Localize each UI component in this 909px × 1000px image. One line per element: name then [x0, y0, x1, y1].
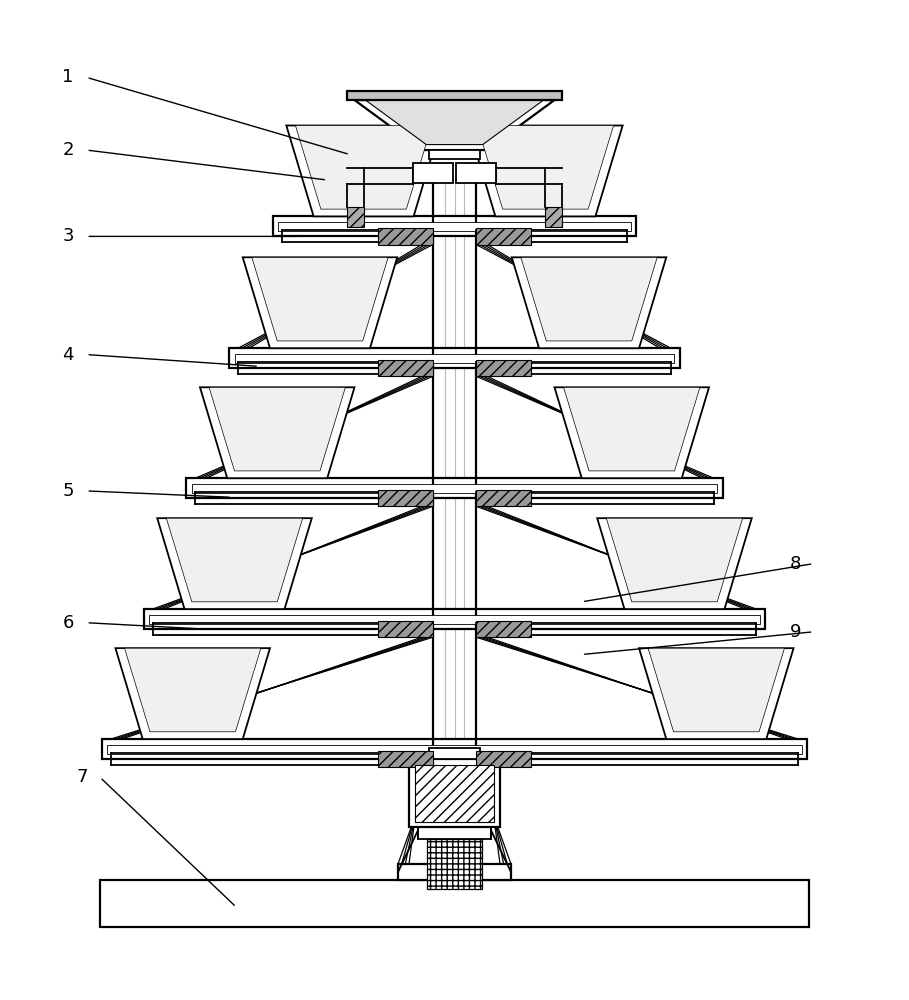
- Bar: [545, 207, 562, 227]
- Polygon shape: [477, 125, 614, 209]
- Bar: [413, 163, 453, 183]
- Bar: [144, 609, 765, 629]
- Text: 5: 5: [63, 482, 74, 500]
- Text: 2: 2: [63, 141, 74, 159]
- Bar: [186, 478, 723, 498]
- Bar: [192, 484, 717, 493]
- Bar: [476, 751, 531, 767]
- Polygon shape: [252, 257, 388, 341]
- Polygon shape: [648, 648, 784, 732]
- Bar: [476, 360, 531, 376]
- Bar: [398, 864, 511, 880]
- Bar: [378, 490, 433, 506]
- Bar: [347, 91, 562, 100]
- Polygon shape: [554, 387, 709, 478]
- Bar: [273, 216, 636, 236]
- Polygon shape: [512, 257, 666, 348]
- Polygon shape: [295, 125, 432, 209]
- Polygon shape: [125, 648, 261, 732]
- Text: 9: 9: [790, 623, 801, 641]
- Bar: [149, 615, 760, 624]
- Bar: [456, 163, 496, 183]
- Bar: [102, 739, 807, 759]
- Polygon shape: [243, 257, 397, 348]
- Bar: [476, 621, 531, 637]
- Text: 6: 6: [63, 614, 74, 632]
- Bar: [229, 348, 680, 368]
- Polygon shape: [209, 387, 345, 471]
- Polygon shape: [157, 518, 312, 609]
- Text: 3: 3: [63, 227, 74, 245]
- Bar: [418, 821, 491, 839]
- Bar: [107, 745, 802, 754]
- Polygon shape: [115, 648, 270, 739]
- Polygon shape: [166, 518, 303, 602]
- Bar: [476, 228, 531, 245]
- Bar: [427, 839, 482, 889]
- Bar: [278, 222, 631, 231]
- Polygon shape: [286, 125, 441, 216]
- Bar: [429, 748, 480, 759]
- Polygon shape: [564, 387, 700, 471]
- Bar: [415, 765, 494, 822]
- Bar: [378, 228, 433, 245]
- Polygon shape: [521, 257, 657, 341]
- Bar: [347, 207, 364, 227]
- Bar: [429, 150, 480, 159]
- Polygon shape: [639, 648, 794, 739]
- Text: 1: 1: [63, 68, 74, 86]
- Bar: [378, 621, 433, 637]
- Text: 7: 7: [76, 768, 87, 786]
- Text: 4: 4: [63, 346, 74, 364]
- Bar: [476, 490, 531, 506]
- Polygon shape: [200, 387, 355, 478]
- Bar: [100, 880, 809, 927]
- Polygon shape: [597, 518, 752, 609]
- Bar: [378, 751, 433, 767]
- Bar: [378, 360, 433, 376]
- Polygon shape: [468, 125, 623, 216]
- Bar: [409, 759, 500, 827]
- Polygon shape: [606, 518, 743, 602]
- Polygon shape: [365, 100, 544, 145]
- Polygon shape: [355, 100, 554, 150]
- Bar: [235, 354, 674, 363]
- Text: 8: 8: [790, 555, 801, 573]
